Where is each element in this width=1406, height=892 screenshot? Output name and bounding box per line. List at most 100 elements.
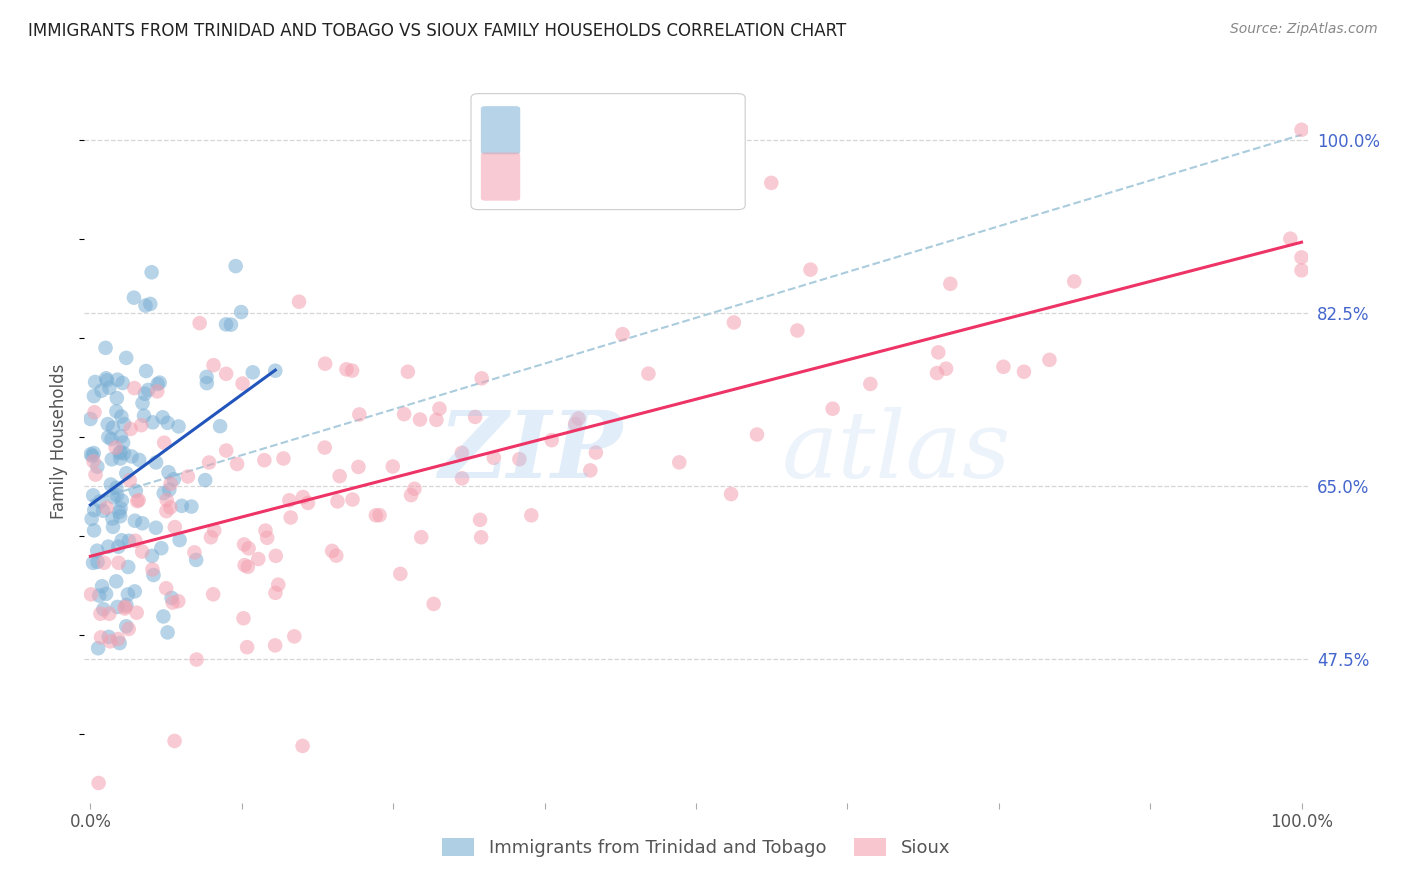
Point (103, 491, 125, 505)
Point (160, 591, 183, 605)
Point (82, 449, 104, 463)
Point (86, 555, 108, 569)
Point (1291, 251, 1313, 265)
Point (110, 444, 132, 458)
Point (141, 562, 163, 576)
Point (131, 516, 153, 531)
Point (139, 297, 162, 311)
Point (84, 467, 107, 482)
Point (93, 602, 115, 616)
Point (152, 410, 174, 425)
Point (83, 503, 105, 517)
Point (264, 639, 287, 653)
Point (264, 364, 287, 378)
Text: ZIP: ZIP (439, 408, 623, 498)
Point (91, 504, 114, 518)
Point (409, 412, 432, 426)
Point (94, 587, 117, 601)
Point (98, 634, 121, 648)
Point (585, 445, 607, 459)
Point (89, 589, 111, 603)
Point (292, 490, 315, 504)
Point (232, 611, 254, 625)
Point (177, 469, 200, 483)
Point (136, 383, 159, 397)
Point (468, 513, 491, 527)
Point (101, 511, 124, 525)
Point (87, 776, 110, 790)
Point (149, 376, 172, 390)
Point (799, 262, 821, 277)
Point (97, 430, 120, 444)
Point (152, 609, 174, 624)
Point (280, 510, 302, 524)
Point (451, 446, 474, 460)
Point (96, 373, 118, 387)
Point (96, 500, 118, 515)
Point (115, 351, 138, 365)
Point (111, 533, 134, 548)
Point (98, 607, 121, 621)
Point (329, 469, 352, 483)
Point (464, 409, 486, 424)
Point (396, 365, 419, 379)
Point (90, 631, 112, 645)
Point (134, 299, 156, 313)
Point (232, 376, 254, 391)
Point (821, 401, 844, 416)
Point (156, 493, 179, 508)
Point (720, 487, 742, 501)
Point (129, 418, 152, 433)
Point (935, 361, 957, 376)
Point (82, 556, 104, 570)
Point (94, 371, 117, 385)
Point (145, 455, 167, 469)
Point (349, 408, 371, 422)
Point (105, 481, 128, 495)
Point (314, 357, 336, 371)
Point (83, 446, 105, 460)
Point (283, 629, 305, 643)
Point (264, 586, 287, 600)
Point (429, 401, 451, 416)
Point (612, 327, 634, 342)
Point (381, 459, 404, 474)
Point (114, 599, 136, 614)
Point (108, 509, 131, 524)
Point (132, 409, 155, 423)
Point (273, 451, 295, 466)
Point (264, 549, 287, 563)
Point (231, 305, 253, 319)
Point (425, 413, 447, 427)
Point (89, 607, 111, 621)
Point (567, 411, 589, 425)
Point (761, 176, 783, 190)
Point (194, 473, 217, 487)
Point (326, 494, 349, 508)
Point (1038, 352, 1060, 367)
Point (508, 452, 530, 467)
Point (146, 384, 169, 399)
Point (1291, 263, 1313, 277)
Point (121, 450, 143, 464)
Point (167, 419, 190, 434)
Point (141, 549, 163, 563)
Text: atlas: atlas (782, 408, 1011, 498)
Text: IMMIGRANTS FROM TRINIDAD AND TOBAGO VS SIOUX FAMILY HOUSEHOLDS CORRELATION CHART: IMMIGRANTS FROM TRINIDAD AND TOBAGO VS S… (28, 22, 846, 40)
Point (392, 407, 415, 421)
Point (321, 544, 343, 558)
Point (156, 625, 179, 640)
Point (153, 435, 176, 450)
Point (90, 384, 112, 398)
Point (141, 265, 163, 279)
Point (114, 601, 136, 615)
Point (925, 366, 948, 380)
Point (108, 505, 131, 519)
Point (107, 632, 129, 646)
Point (124, 514, 146, 528)
Point (340, 363, 363, 377)
Point (125, 483, 148, 498)
Point (145, 521, 167, 535)
Point (188, 316, 211, 330)
Point (101, 520, 124, 534)
